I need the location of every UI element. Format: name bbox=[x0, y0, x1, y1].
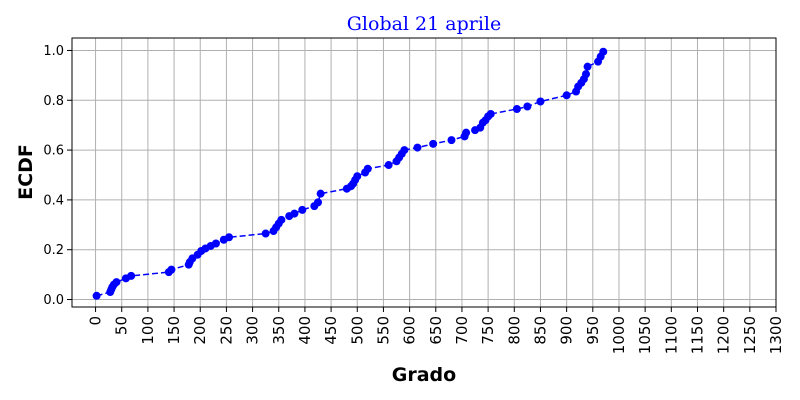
grid-lines bbox=[72, 38, 777, 307]
data-point bbox=[512, 104, 521, 113]
data-point bbox=[261, 229, 270, 238]
x-tick-label: 1050 bbox=[636, 316, 654, 354]
x-tick-label: 1150 bbox=[688, 316, 706, 354]
x-tick-label: 1200 bbox=[715, 316, 733, 354]
x-tick-label: 550 bbox=[374, 316, 392, 345]
x-tick-label: 1250 bbox=[741, 316, 759, 354]
data-point bbox=[314, 198, 323, 207]
y-tick-label: 0.8 bbox=[43, 94, 64, 109]
data-point bbox=[290, 209, 299, 218]
x-tick-label: 500 bbox=[348, 316, 366, 345]
x-tick-label: 150 bbox=[165, 316, 183, 345]
y-axis-label: ECDF bbox=[15, 144, 37, 200]
x-axis-ticks: 0 50 100 150 200 250 300 350 400 450 500 550 600 650 7… bbox=[87, 307, 785, 354]
x-tick-label: 300 bbox=[244, 316, 262, 345]
data-point bbox=[92, 291, 101, 300]
x-axis-label: Grado bbox=[392, 364, 456, 386]
data-point bbox=[429, 139, 438, 148]
data-point bbox=[353, 172, 362, 181]
x-tick-label: 350 bbox=[270, 316, 288, 345]
data-point bbox=[599, 47, 608, 56]
x-tick-label: 0 bbox=[87, 316, 105, 326]
x-tick-label: 100 bbox=[139, 316, 157, 345]
data-point bbox=[400, 146, 409, 155]
plot-frame bbox=[71, 37, 777, 308]
y-tick-label: 0.2 bbox=[43, 243, 64, 258]
y-tick-label: 1.0 bbox=[43, 44, 64, 59]
data-point bbox=[536, 97, 545, 106]
x-tick-label: 50 bbox=[113, 316, 131, 335]
x-tick-label: 900 bbox=[558, 316, 576, 345]
x-tick-label: 750 bbox=[479, 316, 497, 345]
x-tick-label: 600 bbox=[401, 316, 419, 345]
data-point bbox=[581, 70, 590, 79]
x-tick-label: 250 bbox=[217, 316, 235, 345]
data-point bbox=[486, 109, 495, 118]
data-point bbox=[363, 164, 372, 173]
data-point bbox=[316, 189, 325, 198]
data-point bbox=[562, 91, 571, 100]
x-tick-label: 450 bbox=[322, 316, 340, 345]
data-point bbox=[447, 136, 456, 145]
data-series bbox=[92, 47, 608, 300]
data-point bbox=[277, 215, 286, 224]
y-axis-ticks: 0.0 0.2 0.4 0.6 0.8 1.0 bbox=[43, 44, 72, 308]
x-tick-label: 950 bbox=[584, 316, 602, 345]
data-point bbox=[384, 161, 393, 170]
y-tick-label: 0.4 bbox=[43, 193, 64, 208]
x-tick-label: 1100 bbox=[662, 316, 680, 354]
data-point bbox=[211, 239, 220, 248]
data-point bbox=[167, 265, 176, 274]
y-tick-label: 0.6 bbox=[43, 144, 64, 159]
x-tick-label: 400 bbox=[296, 316, 314, 345]
x-tick-label: 850 bbox=[531, 316, 549, 345]
x-tick-label: 1000 bbox=[610, 316, 628, 354]
data-point bbox=[583, 62, 592, 71]
y-tick-label: 0.0 bbox=[43, 293, 64, 308]
x-tick-label: 650 bbox=[427, 316, 445, 345]
data-point bbox=[413, 143, 422, 152]
x-tick-label: 1300 bbox=[767, 316, 785, 354]
x-tick-label: 200 bbox=[191, 316, 209, 345]
data-point bbox=[225, 233, 234, 242]
ecdf-line bbox=[96, 51, 604, 297]
x-tick-label: 700 bbox=[453, 316, 471, 345]
data-point bbox=[127, 271, 136, 280]
chart-title: Global 21 aprile bbox=[347, 13, 502, 35]
data-point bbox=[112, 278, 121, 287]
data-point bbox=[462, 128, 471, 137]
x-tick-label: 800 bbox=[505, 316, 523, 345]
data-point bbox=[298, 205, 307, 214]
data-point bbox=[523, 102, 532, 111]
